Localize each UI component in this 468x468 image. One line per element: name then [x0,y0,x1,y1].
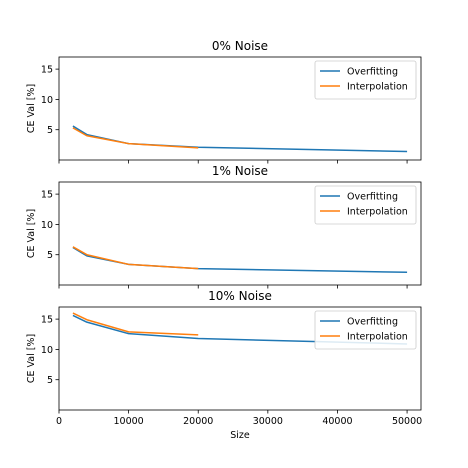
legend-label-overfitting: Overfitting [347,192,398,203]
subplot-title: 0% Noise [212,39,268,53]
series-line-interpolation [72,246,199,270]
x-tick-label: 30000 [253,416,283,427]
subplot-title: 10% Noise [208,289,272,303]
legend: Overfitting Interpolation [314,185,417,225]
legend: Overfitting Interpolation [314,310,417,350]
x-axis-label: Size [230,430,250,441]
legend-label-overfitting: Overfitting [347,67,398,78]
y-tick-label: 15 [41,190,53,201]
x-tick-label: 0 [56,416,62,427]
subplot-3: 10% Noise 5 10 15 0 10000 20000 30000 40000 50000… [26,289,422,441]
subplot-2: 1% Noise 5 10 15 CE Val [%] Overfitting Interp… [26,164,422,289]
legend-label-overfitting: Overfitting [347,317,398,328]
series-line-interpolation [72,127,199,149]
y-tick-label: 5 [47,125,53,136]
legend-box [314,60,417,100]
y-tick-label: 10 [41,345,53,356]
y-tick-label: 15 [41,315,53,326]
y-tick-label: 10 [41,95,53,106]
legend-label-interpolation: Interpolation [347,332,408,343]
series-line-interpolation [72,312,199,336]
legend-box [314,310,417,350]
x-tick-label: 40000 [322,416,352,427]
x-tick-label: 20000 [183,416,213,427]
x-tick-label: 50000 [392,416,422,427]
y-tick-label: 15 [41,65,53,76]
y-tick-label: 10 [41,220,53,231]
axes-frame [58,181,422,286]
x-tick-label: 10000 [113,416,143,427]
y-tick-label: 5 [47,250,53,261]
series-line-overfitting [72,246,408,274]
y-axis-label: CE Val [%] [26,84,37,133]
subplot-title: 1% Noise [212,164,268,178]
axes-frame [58,306,422,411]
y-tick-label: 5 [47,375,53,386]
series-line-overfitting [72,125,408,153]
axes-frame [58,56,422,161]
legend: Overfitting Interpolation [314,60,417,100]
series-line-overfitting [72,314,408,345]
y-axis-label: CE Val [%] [26,209,37,258]
y-axis-label: CE Val [%] [26,334,37,383]
legend-label-interpolation: Interpolation [347,207,408,218]
subplot-1: 0% Noise 5 10 15 CE Val [%] Overfitting Interp… [26,39,422,164]
legend-label-interpolation: Interpolation [347,82,408,93]
legend-box [314,185,417,225]
